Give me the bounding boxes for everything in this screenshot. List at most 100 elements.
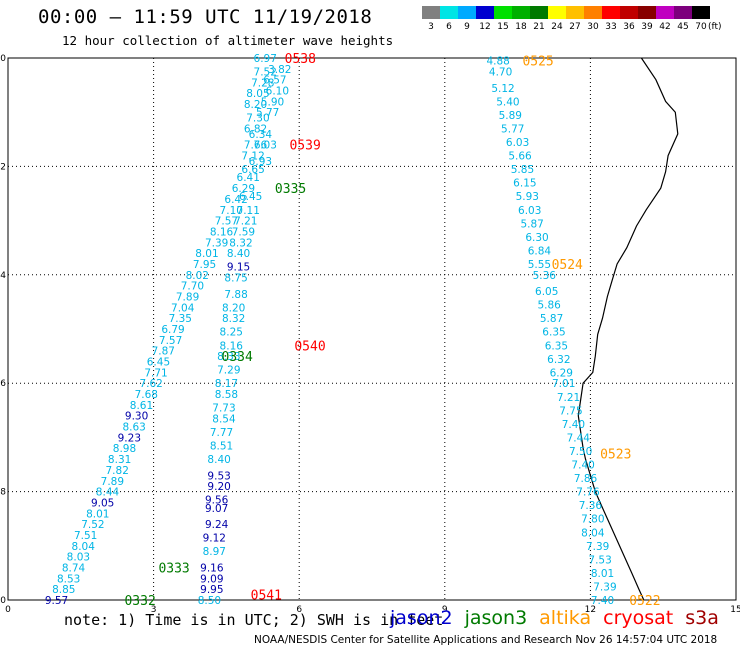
wave-height-value: 9.20 (207, 481, 230, 493)
wave-height-value: 8.61 (130, 400, 153, 412)
lon-tick-label: 0 (5, 605, 11, 615)
wave-height-value: 9.24 (205, 519, 229, 531)
legend-label: 24 (551, 22, 563, 32)
wave-height-value: 5.12 (491, 83, 514, 95)
track-label: 0539 (289, 139, 320, 154)
wave-height-value: 7.52 (81, 519, 104, 531)
legend-swatch (656, 6, 674, 19)
legend-label: 42 (659, 22, 671, 32)
wave-height-value: 6.15 (513, 178, 536, 190)
wave-height-value: 7.29 (217, 365, 240, 377)
wave-height-value: 8.17 (215, 378, 238, 390)
legend-unit: (ft) (708, 22, 722, 32)
wave-height-value: 7.12 (241, 151, 264, 163)
lat-tick-label: -12 (0, 162, 6, 172)
wave-height-value: 8.85 (52, 584, 75, 596)
wave-height-value: 7.36 (579, 500, 603, 512)
wave-height-value: 7.87 (152, 346, 175, 358)
wave-height-value: 5.55 (528, 259, 551, 271)
legend-label: 36 (623, 22, 635, 32)
wave-height-value: 5.90 (261, 96, 284, 108)
legend-swatch (584, 6, 602, 19)
wave-height-value: 7.62 (139, 378, 162, 390)
wave-height-value: 9.15 (227, 262, 250, 274)
track-label: 0333 (158, 561, 189, 576)
wave-height-value: 7.89 (176, 291, 199, 303)
wave-height-value: 8.54 (212, 413, 236, 425)
track-label: 0525 (522, 55, 553, 70)
wave-height-value: 7.52 (254, 67, 277, 79)
wave-height-value: 8.98 (113, 443, 136, 455)
track-label: 0332 (124, 594, 155, 609)
wave-height-value: 6.10 (266, 86, 289, 98)
wave-height-value: 7.40 (571, 460, 594, 472)
lon-tick-label: 9 (442, 605, 448, 615)
wave-height-value: 8.31 (108, 454, 131, 466)
wave-height-value: 7.21 (557, 392, 580, 404)
wave-height-value: 8.16 (220, 340, 244, 352)
legend-swatch (638, 6, 656, 19)
wave-height-value: 8.05 (246, 88, 269, 100)
wave-height-value: 9.16 (200, 562, 224, 574)
wave-height-value: 7.76 (576, 487, 600, 499)
legend-label: 27 (569, 22, 581, 32)
satellite-s3a: s3a (685, 607, 719, 629)
wave-height-value: 7.73 (212, 403, 235, 415)
wave-height-value: 6.35 (545, 340, 568, 352)
legend-label: 30 (587, 22, 599, 32)
wave-height-value: 9.56 (205, 495, 229, 507)
wave-height-value: 6.65 (241, 164, 264, 176)
wave-height-value: 5.87 (520, 218, 543, 230)
lat-tick-label: -20 (0, 596, 6, 606)
coastline (577, 57, 679, 601)
wave-height-value: 7.39 (586, 541, 609, 553)
wave-height-value: 5.87 (540, 313, 563, 325)
wave-height-value: 7.44 (567, 432, 591, 444)
legend-label: 9 (464, 22, 470, 32)
wave-height-value: 8.44 (96, 487, 120, 499)
wave-height-value: 8.97 (203, 546, 226, 558)
footer-note: note: 1) Time is in UTC; 2) SWH is in fe… (64, 611, 444, 629)
wave-height-value: 5.36 (533, 270, 557, 282)
legend-label: 15 (497, 22, 509, 32)
wave-height-value: 9.53 (207, 470, 230, 482)
wave-height-value: 8.75 (224, 273, 247, 285)
wave-height-value: 7.66 (244, 140, 268, 152)
wave-height-value: 7.30 (246, 113, 269, 125)
wave-height-value: 8.01 (195, 248, 218, 260)
wave-height-value: 5.85 (511, 164, 534, 176)
wave-height-value: 9.30 (125, 411, 148, 423)
legend-swatch (512, 6, 530, 19)
map-frame (7, 57, 737, 601)
wave-height-value: 6.57 (263, 75, 286, 87)
wave-height-value: 9.57 (45, 595, 68, 607)
wave-height-value: 7.57 (215, 216, 238, 228)
legend-swatch (548, 6, 566, 19)
wave-height-value: 6.03 (518, 205, 541, 217)
legend-label: 70 (695, 22, 707, 32)
wave-height-value: 7.57 (159, 335, 182, 347)
wave-height-value: 6.93 (249, 156, 272, 168)
wave-height-value: 7.40 (562, 419, 585, 431)
lat-tick-label: -18 (0, 488, 6, 498)
wave-height-value: 6.42 (224, 194, 247, 206)
credit-line: NOAA/NESDIS Center for Satellite Applica… (254, 634, 718, 646)
wave-height-value: 6.79 (161, 324, 184, 336)
wave-height-value: 6.03 (506, 137, 529, 149)
wave-height-value: 7.59 (232, 226, 255, 238)
lat-tick-label: -14 (0, 271, 6, 281)
legend-swatch (674, 6, 692, 19)
wave-height-value: 7.95 (193, 259, 216, 271)
wave-height-value: 5.77 (256, 107, 279, 119)
track-label: 0524 (552, 258, 583, 273)
wave-height-value: 5.40 (496, 96, 519, 108)
wave-height-value: 9.05 (91, 497, 114, 509)
wave-height-value: 9.07 (205, 503, 228, 515)
wave-height-value: 6.45 (239, 191, 262, 203)
wave-height-value: 8.01 (591, 568, 614, 580)
wave-height-value: 7.68 (135, 389, 158, 401)
legend-swatch (602, 6, 620, 19)
wave-height-value: 9.23 (118, 432, 141, 444)
wave-height-value: 9.12 (203, 533, 226, 545)
